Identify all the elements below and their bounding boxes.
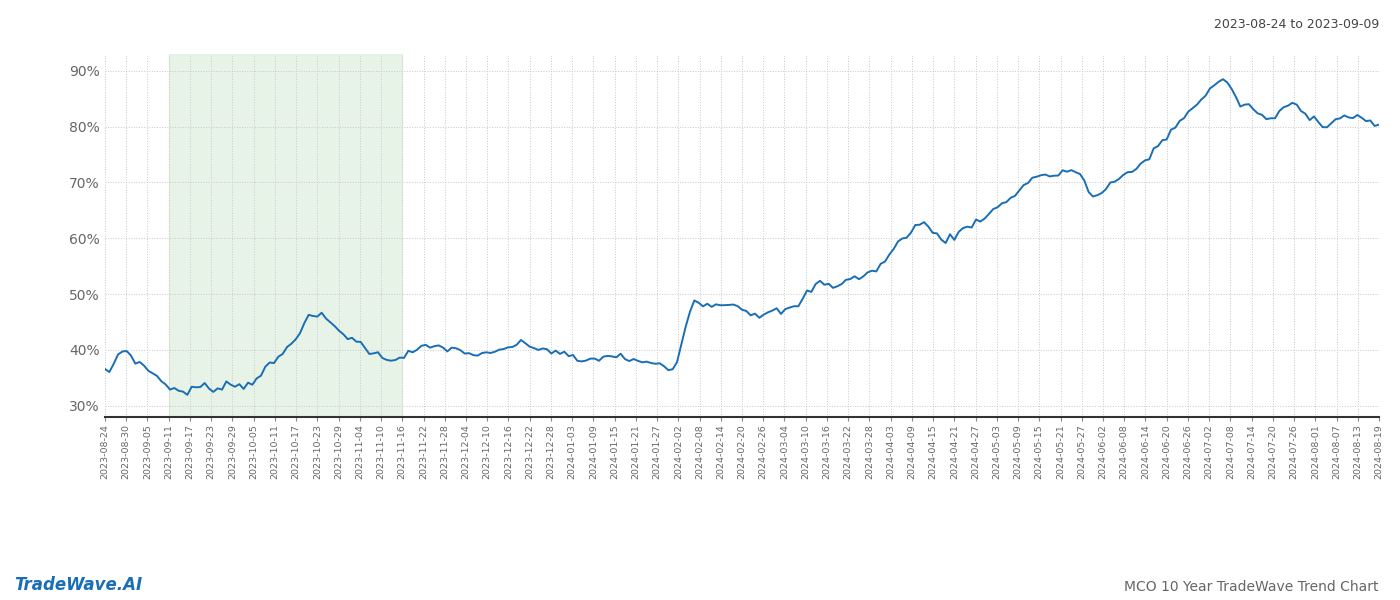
- Text: 2023-08-24 to 2023-09-09: 2023-08-24 to 2023-09-09: [1214, 18, 1379, 31]
- Text: MCO 10 Year TradeWave Trend Chart: MCO 10 Year TradeWave Trend Chart: [1124, 580, 1379, 594]
- Bar: [168, 54, 402, 417]
- Text: TradeWave.AI: TradeWave.AI: [14, 576, 143, 594]
